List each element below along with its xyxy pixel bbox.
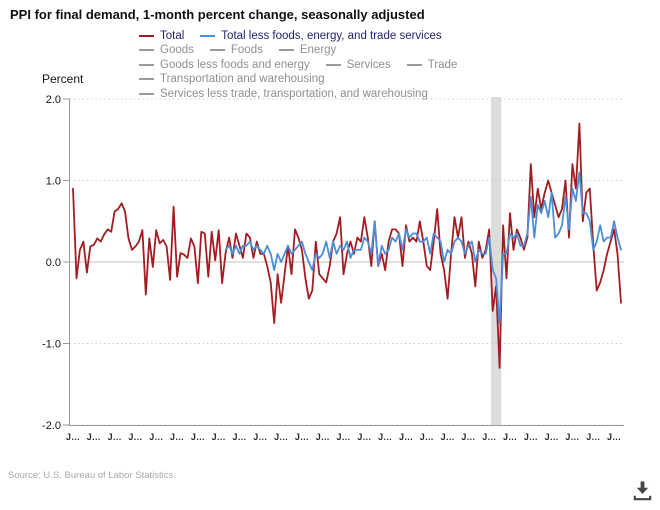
legend-item-total-less-foods-energy-and-trade-services[interactable]: Total less foods, energy, and trade serv… — [200, 29, 442, 42]
x-tick-label: J… — [170, 432, 184, 442]
legend-item-foods[interactable]: Foods — [209, 44, 263, 57]
x-tick-label: J… — [295, 432, 309, 442]
legend-item-label: Transportation and warehousing — [160, 73, 325, 86]
y-tick-label: -2.0 — [42, 420, 61, 432]
legend-row: Total Total less foods, energy, and trade… — [139, 29, 457, 43]
x-tick-label: J… — [66, 432, 80, 442]
x-tick-label: J… — [253, 432, 267, 442]
legend-dash-icon — [325, 63, 341, 66]
x-tick-label: J… — [441, 432, 455, 442]
legend-item-label: Trade — [427, 58, 458, 71]
legend-dash-icon — [209, 49, 225, 52]
total-line — [72, 122, 622, 369]
legend-item-goods[interactable]: Goods — [139, 44, 194, 56]
legend-dash-icon — [278, 49, 294, 52]
legend-dash-icon — [139, 63, 154, 66]
x-tick-label: J… — [482, 432, 496, 442]
legend-dash-icon — [139, 49, 154, 52]
legend-dash-icon — [139, 78, 154, 81]
legend-item-transportation-and-warehousing[interactable]: Transportation and warehousing — [139, 73, 325, 85]
legend-item-trade[interactable]: Trade — [406, 58, 458, 71]
y-axis-unit-label: Percent — [42, 72, 84, 86]
legend-item-label: Services less trade, transportation, and… — [160, 87, 428, 100]
x-tick-label: J… — [565, 432, 579, 442]
x-tick-label: J… — [128, 432, 142, 442]
legend-item-label: Energy — [299, 44, 337, 57]
x-tick-label: J… — [87, 432, 101, 442]
legend-dash-icon — [200, 34, 216, 37]
legend-item-label: Services — [346, 58, 391, 71]
legend-row: Transportation and warehousing — [139, 73, 457, 87]
y-tick-label: 2.0 — [46, 94, 61, 106]
y-tick-label: 1.0 — [46, 176, 61, 188]
legend-item-label: Total less foods, energy, and trade serv… — [221, 29, 442, 42]
x-tick-label: J… — [378, 432, 392, 442]
x-tick-label: J… — [337, 432, 351, 442]
legend-item-services-less-trade-transportation-and-warehousing[interactable]: Services less trade, transportation, and… — [139, 88, 428, 100]
x-tick-label: J… — [545, 432, 559, 442]
core-line — [224, 171, 622, 325]
legend-item-goods-less-foods-and-energy[interactable]: Goods less foods and energy — [139, 59, 310, 71]
legend-dash-icon — [139, 92, 154, 95]
legend-item-services[interactable]: Services — [325, 58, 391, 71]
legend-item-total[interactable]: Total — [139, 30, 184, 42]
y-tick-label: -1.0 — [42, 339, 61, 351]
legend-dash-icon — [406, 63, 422, 66]
download-icon — [633, 481, 652, 501]
x-tick-label: J… — [316, 432, 330, 442]
legend: Total Total less foods, energy, and trade… — [139, 29, 457, 101]
x-tick-label: J… — [357, 432, 371, 442]
legend-item-label: Goods less foods and energy — [160, 58, 310, 71]
source-note: Source: U.S. Bureau of Labor Statistics. — [8, 470, 176, 481]
x-tick-label: J… — [399, 432, 413, 442]
x-tick-label: J… — [191, 432, 205, 442]
legend-row: Goods less foods and energy Services Trade — [139, 58, 457, 72]
x-tick-label: J… — [420, 432, 434, 442]
x-tick-label: J… — [503, 432, 517, 442]
legend-item-label: Goods — [160, 44, 194, 57]
x-tick-label: J… — [586, 432, 600, 442]
download-button[interactable] — [629, 477, 656, 504]
legend-item-label: Foods — [230, 44, 263, 57]
y-tick-label: 0.0 — [46, 257, 61, 269]
legend-row: Goods Foods Energy — [139, 44, 457, 58]
chart-title: PPI for final demand, 1-month percent ch… — [10, 7, 425, 22]
x-tick-label: J… — [461, 432, 475, 442]
x-tick-label: J… — [212, 432, 226, 442]
x-tick-label: J… — [108, 432, 122, 442]
x-tick-label: J… — [149, 432, 163, 442]
x-tick-label: J… — [607, 432, 621, 442]
legend-dash-icon — [139, 34, 154, 37]
x-tick-label: J… — [524, 432, 538, 442]
recession-band — [490, 97, 502, 425]
legend-item-label: Total — [160, 29, 185, 42]
x-tick-label: J… — [274, 432, 288, 442]
legend-row: Services less trade, transportation, and… — [139, 87, 457, 101]
x-tick-label: J… — [232, 432, 246, 442]
legend-item-energy[interactable]: Energy — [278, 44, 337, 57]
